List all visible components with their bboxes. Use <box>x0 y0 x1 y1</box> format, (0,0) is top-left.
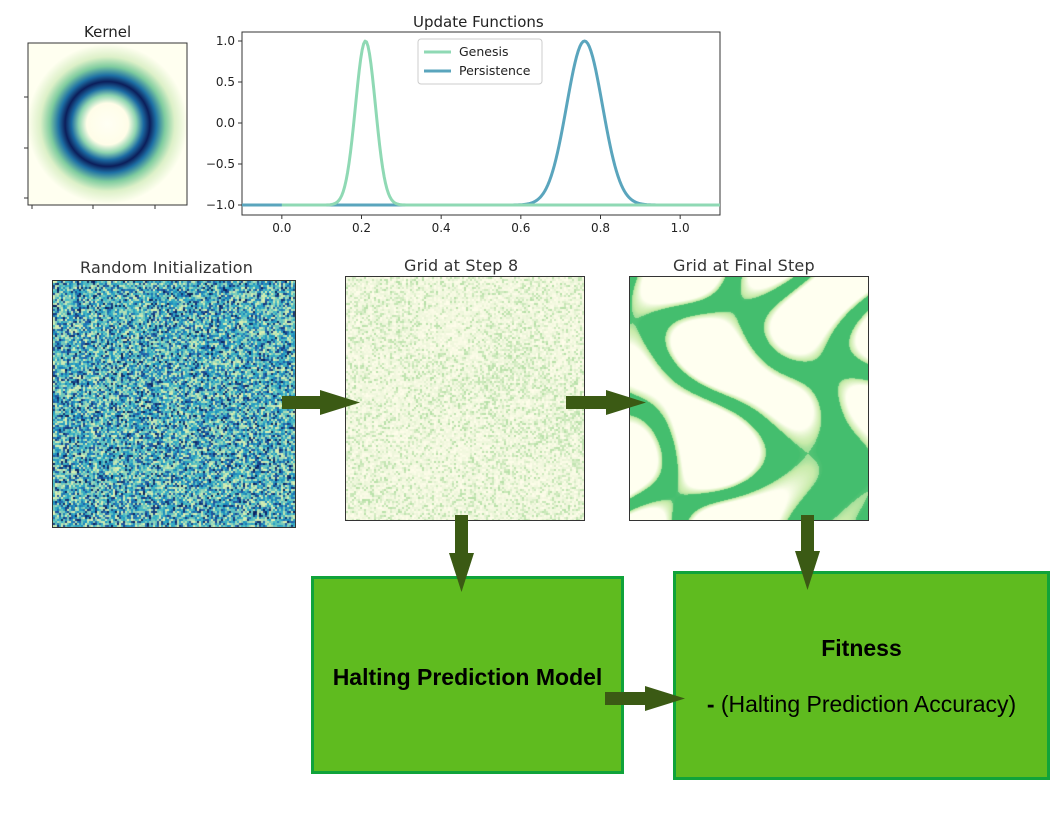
x-tick-label: 0.6 <box>511 221 530 235</box>
x-tick-label: 0.2 <box>352 221 371 235</box>
arrow-final-to-fitness <box>795 515 820 590</box>
x-tick-label: 0.0 <box>272 221 291 235</box>
fitness-box: Fitness - (Halting Prediction Accuracy) <box>673 571 1050 780</box>
y-tick-label: 0.5 <box>216 75 235 89</box>
y-tick-label: 0.0 <box>216 116 235 130</box>
arrow-halting-to-fitness <box>605 686 685 711</box>
final-step-title: Grid at Final Step <box>673 256 815 275</box>
step8-title: Grid at Step 8 <box>404 256 519 275</box>
y-tick-label: −1.0 <box>206 198 235 212</box>
x-tick-label: 1.0 <box>671 221 690 235</box>
series-line-genesis <box>281 39 721 207</box>
update-functions-chart: 0.0 0.2 0.4 0.6 0.8 1.0 1.0 0.5 0.0 −0.5 −1.0 Genes… <box>206 31 721 235</box>
kernel-ring <box>27 44 188 204</box>
fitness-formula: (Halting Prediction Accuracy) <box>720 691 1017 717</box>
random-init-title: Random Initialization <box>80 258 254 277</box>
halting-prediction-model-label: Halting Prediction Model <box>332 664 603 690</box>
x-tick-label: 0.4 <box>432 221 451 235</box>
legend-label-persistence: Persistence <box>459 63 531 78</box>
halting-prediction-model-box: Halting Prediction Model <box>311 576 624 774</box>
arrow-step8-to-final <box>566 390 646 415</box>
legend-label-genesis: Genesis <box>459 44 509 59</box>
x-tick-label: 0.8 <box>591 221 610 235</box>
final-step-grid <box>629 276 869 521</box>
kernel-title: Kernel <box>84 23 132 41</box>
y-tick-label: 1.0 <box>216 34 235 48</box>
arrow-step8-to-halting <box>449 515 474 592</box>
minus-sign: - <box>706 691 715 717</box>
arrow-random-to-step8 <box>282 390 360 415</box>
fitness-title: Fitness <box>821 635 902 661</box>
legend-box <box>417 38 543 85</box>
step8-grid <box>345 276 585 521</box>
update-functions-title: Update Functions <box>413 13 544 31</box>
random-init-grid <box>52 280 296 528</box>
fitness-formula-row: - (Halting Prediction Accuracy) <box>676 691 1047 718</box>
kernel-plot <box>24 42 188 209</box>
y-tick-label: −0.5 <box>206 157 235 171</box>
